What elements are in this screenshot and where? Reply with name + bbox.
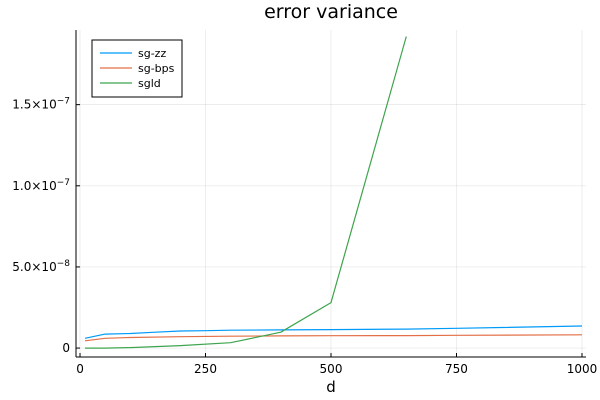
x-tick-label: 250 <box>194 362 217 376</box>
series-line-sg-bps <box>84 334 583 342</box>
x-tick-label: 1000 <box>567 362 598 376</box>
series-line-sg-zz <box>84 325 583 339</box>
y-tick-label: 1.5×10−7 <box>12 97 70 112</box>
chart-title: error variance <box>264 1 398 23</box>
y-tick-exponent: −8 <box>57 259 71 269</box>
y-tick-exponent: −7 <box>57 97 70 107</box>
x-axis-label: d <box>326 378 336 396</box>
y-tick-label: 0 <box>62 341 70 355</box>
grid <box>76 30 586 357</box>
x-tick-label: 500 <box>320 362 343 376</box>
legend-label-sg-bps: sg-bps <box>138 62 175 75</box>
y-tick-mantissa: 1.5×10 <box>12 98 56 112</box>
series-line-sgld <box>85 36 407 349</box>
series-layer <box>84 36 583 349</box>
y-tick-label: 1.0×10−7 <box>12 178 70 193</box>
x-tick-label: 750 <box>445 362 468 376</box>
y-ticks: 05.0×10−81.0×10−71.5×10−7 <box>12 97 80 355</box>
y-tick-label: 5.0×10−8 <box>12 259 70 274</box>
legend: sg-zz sg-bps sgld <box>91 39 183 98</box>
legend-label-sg-zz: sg-zz <box>138 47 166 60</box>
x-ticks: 0 250 500 750 1000 <box>76 353 597 376</box>
y-tick-exponent: −7 <box>57 178 70 188</box>
x-tick-label: 0 <box>76 362 84 376</box>
legend-label-sgld: sgld <box>138 77 161 90</box>
y-tick-mantissa: 1.0×10 <box>12 179 56 193</box>
y-tick-mantissa: 5.0×10 <box>12 260 56 274</box>
